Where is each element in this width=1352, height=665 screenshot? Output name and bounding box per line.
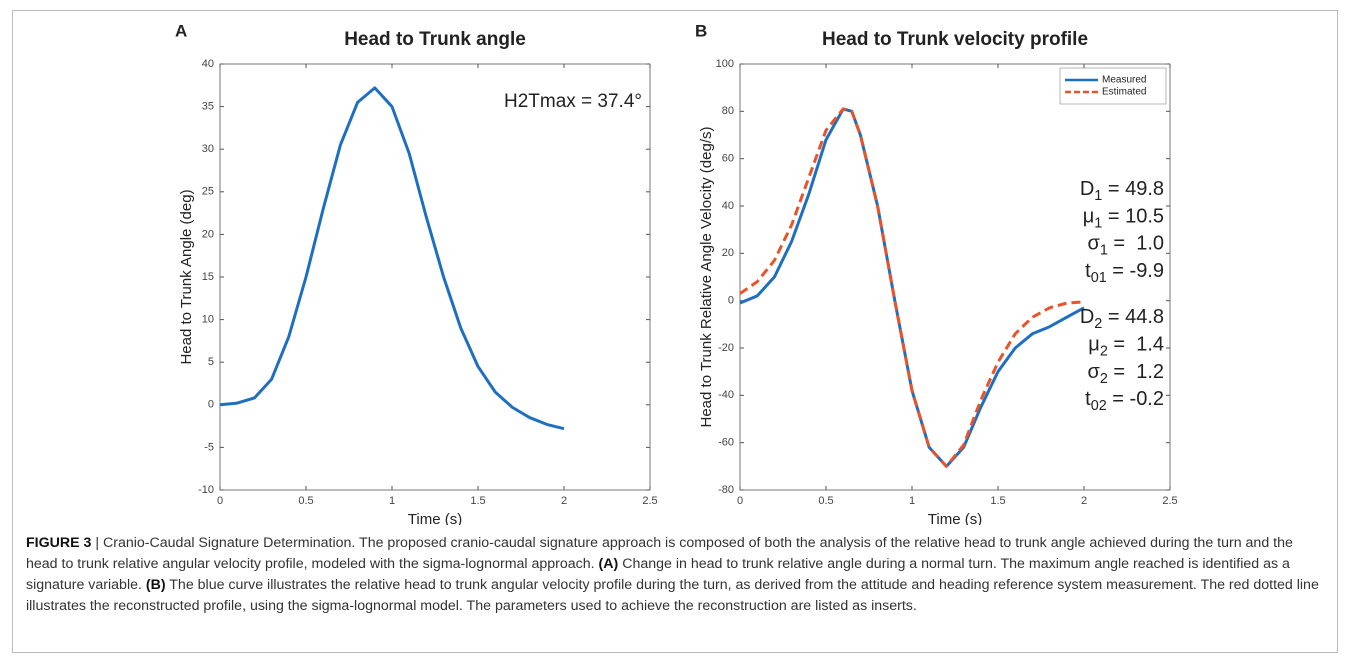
x-tick-label: 0.5 [298,495,313,507]
annotation-subscript: 2 [1100,371,1108,387]
annotation: t02 = -0.2 [1085,388,1164,414]
annotation-subscript: 2 [1100,343,1108,359]
annotation-symbol: t [1085,260,1091,282]
annotation: D2 = 44.8 [1080,306,1164,332]
caption-text: Change in head to trunk relative angle d… [26,556,1290,593]
caption-text: The blue curve illustrates the relative … [26,577,1319,614]
y-tick-label: 0 [208,399,214,411]
y-tick-label: -5 [204,441,214,453]
panel-letter: B [695,21,707,40]
annotation-symbol: D [1080,178,1094,200]
y-tick-label: 0 [728,295,734,307]
chart-title: Head to Trunk velocity profile [822,29,1088,50]
y-axis-label: Head to Trunk Relative Angle Velocity (d… [698,126,715,427]
y-tick-label: 5 [208,356,214,368]
annotation: D1 = 49.8 [1080,178,1164,204]
x-tick-label: 2 [561,495,567,507]
y-tick-label: 10 [202,314,214,326]
x-tick-label: 2.5 [1162,495,1177,507]
series-line [739,107,1085,468]
x-tick-label: 2 [1081,495,1087,507]
x-tick-label: 1.5 [470,495,485,507]
annotation-subscript: 1 [1094,188,1102,204]
y-tick-label: 40 [202,58,214,70]
y-axis-label: Head to Trunk Angle (deg) [178,189,195,364]
x-axis-label: Time (s) [408,511,462,525]
annotation-symbol: μ [1083,206,1095,228]
y-tick-label: 20 [202,228,214,240]
annotation-value: = -0.2 [1107,388,1164,410]
series-line [219,86,565,431]
caption-label: (A) [598,556,619,572]
annotation-value: = 44.8 [1102,306,1164,328]
x-tick-label: 0.5 [818,495,833,507]
y-tick-label: 80 [722,105,734,117]
y-tick-label: -40 [718,389,734,401]
annotation-subscript: 1 [1100,242,1108,258]
annotation: H2Tmax = 37.4° [504,91,642,112]
annotation-symbol: σ [1087,233,1100,255]
annotation-subscript: 2 [1094,316,1102,332]
annotation-subscript: 02 [1091,398,1107,414]
x-tick-label: 0 [217,495,223,507]
annotation-value: = -9.9 [1107,260,1164,282]
annotation-symbol: H2Tmax = 37.4° [504,91,642,112]
y-tick-label: -60 [718,437,734,449]
legend-label: Measured [1102,75,1146,86]
x-tick-label: 1 [909,495,915,507]
caption-label: FIGURE 3 [26,535,92,551]
annotation-symbol: t [1085,388,1091,410]
annotation-value: = 10.5 [1102,206,1164,228]
annotation: σ1 = 1.0 [1087,233,1164,259]
chart-title: Head to Trunk angle [344,29,526,50]
y-tick-label: 20 [722,247,734,259]
y-tick-label: 30 [202,143,214,155]
annotation-symbol: σ [1087,361,1100,383]
x-tick-label: 2.5 [642,495,657,507]
y-tick-label: 25 [202,186,214,198]
annotation-value: = 1.2 [1108,361,1164,383]
panel-letter: A [175,21,187,40]
annotation: μ2 = 1.4 [1088,334,1164,360]
x-axis-label: Time (s) [928,511,982,525]
x-tick-label: 1 [389,495,395,507]
y-tick-label: -10 [198,484,214,496]
annotation-symbol: μ [1088,334,1100,356]
annotation-symbol: D [1080,306,1094,328]
y-tick-label: -20 [718,342,734,354]
annotation-value: = 1.4 [1108,334,1164,356]
legend-box [1059,67,1167,105]
x-tick-label: 0 [737,495,743,507]
caption-label: (B) [145,577,166,593]
plot-area [219,63,651,491]
figure-frame [12,10,1338,653]
y-tick-label: 35 [202,101,214,113]
annotation-value: = 1.0 [1108,233,1164,255]
annotation-subscript: 1 [1094,215,1102,231]
annotation-value: = 49.8 [1102,178,1164,200]
legend-label: Estimated [1102,87,1146,98]
plot-area [739,63,1171,491]
y-tick-label: -80 [718,484,734,496]
caption: FIGURE 3 | Cranio-Caudal Signature Deter… [26,533,1326,617]
y-tick-label: 15 [202,271,214,283]
annotation: μ1 = 10.5 [1083,206,1164,232]
annotation: t01 = -9.9 [1085,260,1164,286]
caption-text: | Cranio-Caudal Signature Determination.… [26,535,1293,572]
x-tick-label: 1.5 [990,495,1005,507]
y-tick-label: 40 [722,200,734,212]
annotation: σ2 = 1.2 [1087,361,1164,387]
y-tick-label: 100 [716,58,734,70]
annotation-subscript: 01 [1091,270,1107,286]
y-tick-label: 60 [722,153,734,165]
